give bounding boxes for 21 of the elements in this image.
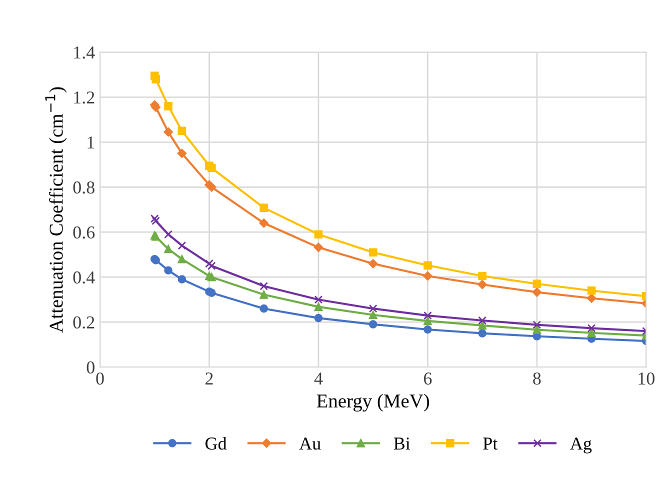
legend-label: Au xyxy=(299,438,321,450)
y-tick-label: 0 xyxy=(86,361,94,374)
y-tick-label: 0.6 xyxy=(73,226,95,239)
y-tick-label: 1 xyxy=(88,136,94,148)
legend-label: Bi xyxy=(394,438,410,450)
y-tick-label: 0.2 xyxy=(73,316,94,329)
x-tick-label: 8 xyxy=(533,372,541,385)
y-tick-label: 1.4 xyxy=(74,46,95,59)
legend-label: Ag xyxy=(570,438,592,454)
x-tick-label: 4 xyxy=(314,372,323,384)
y-tick-label: 1.2 xyxy=(74,91,94,104)
x-tick-label: 2 xyxy=(206,372,213,384)
y-axis-title: Attenuation Coefficient (cm$^{−1}$) xyxy=(45,87,67,333)
x-tick-label: 10 xyxy=(638,372,654,385)
x-tick-label: 6 xyxy=(424,372,432,385)
legend-label: Pt xyxy=(483,438,498,450)
x-axis-title: Energy (MeV) xyxy=(316,394,430,412)
y-tick-label: 0.8 xyxy=(73,181,94,194)
x-tick-label: 0 xyxy=(96,372,104,385)
legend-label: Gd xyxy=(206,436,227,450)
y-tick-label: 0.4 xyxy=(73,271,95,284)
